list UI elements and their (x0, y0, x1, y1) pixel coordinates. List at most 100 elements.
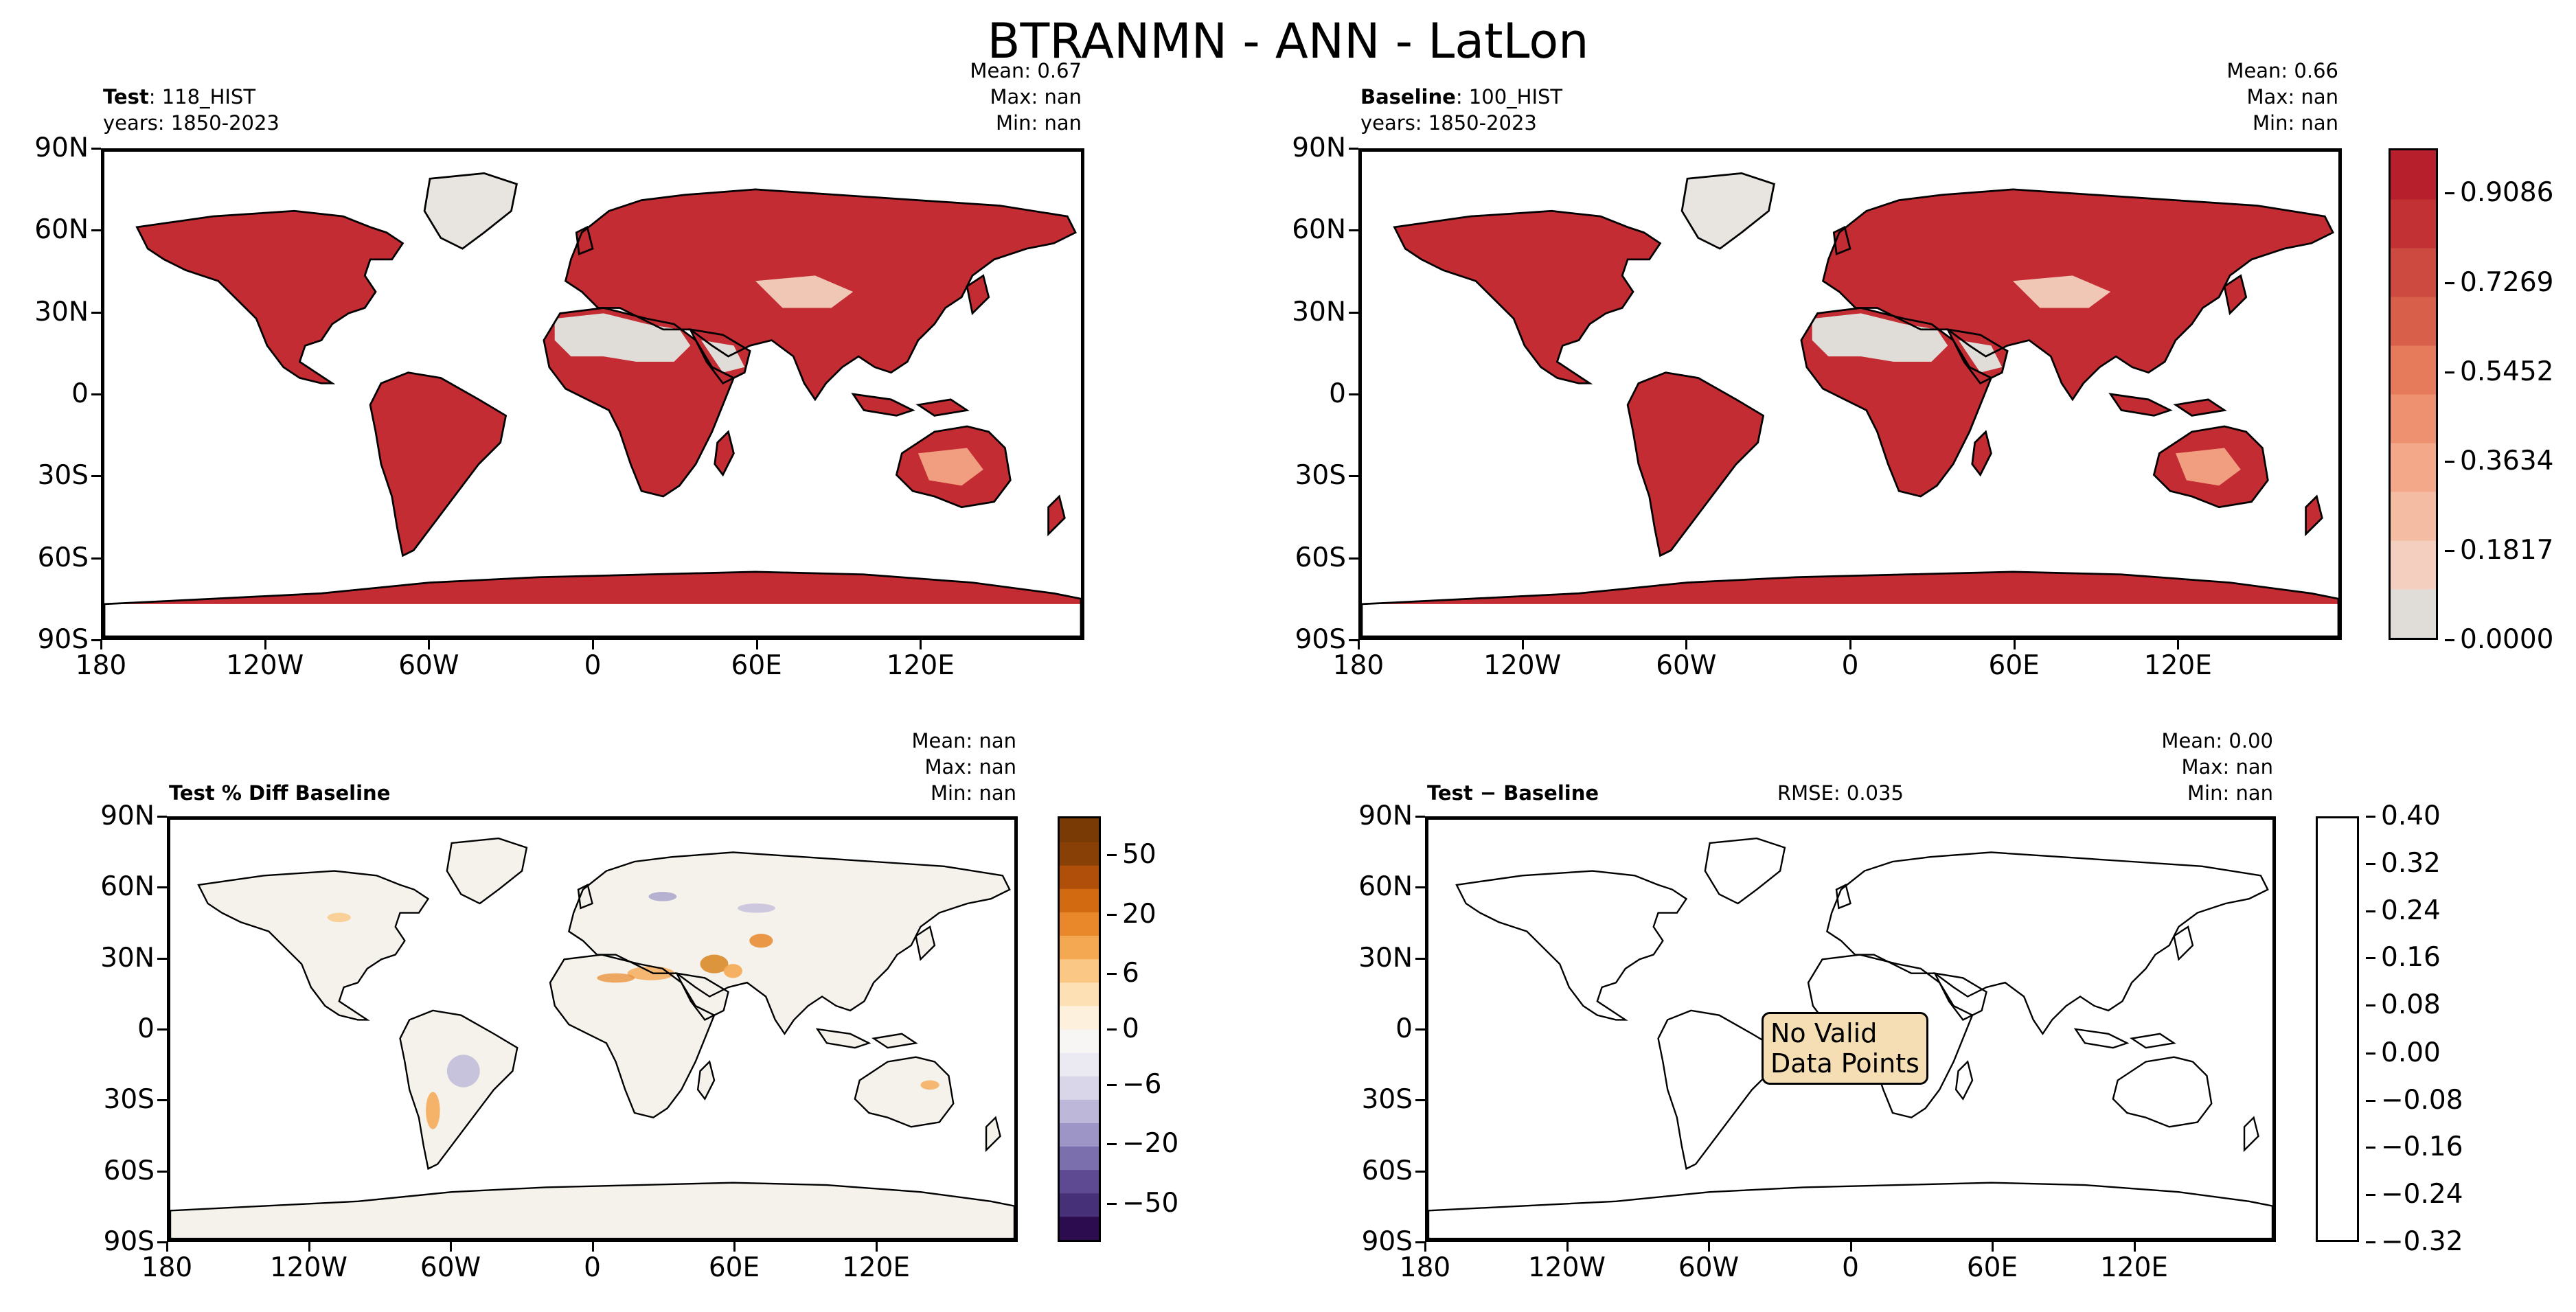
colorbar-segment (1060, 1146, 1099, 1171)
baseline-map-svg (1362, 152, 2338, 636)
test-label-rest: : 118_HIST (148, 85, 256, 108)
colorbar-segment (1060, 1052, 1099, 1077)
lat-tick-label: 90S (37, 624, 89, 655)
lon-tick-label: 60E (1988, 650, 2040, 681)
lon-tick-mark (875, 1242, 878, 1252)
pctdiff-stats: Mean: nan Max: nan Min: nan (810, 728, 1016, 806)
colorbar-tick-label: 20 (1122, 898, 1156, 930)
baseline-label-rest: : 100_HIST (1455, 85, 1563, 108)
lat-tick-label: 60N (100, 871, 155, 903)
test-stat-min: Min: nan (996, 111, 1082, 135)
figure-title: BTRANMN - ANN - LatLon (987, 13, 1589, 69)
lon-tick-label: 120W (269, 1252, 347, 1283)
lon-tick-label: 120E (841, 1252, 911, 1283)
lat-tick-mark (91, 229, 101, 232)
lat-tick-label: 90N (34, 133, 89, 163)
lon-tick-label: 0 (1842, 1252, 1859, 1283)
pctdiff-anomaly-patches (327, 892, 939, 1129)
lon-tick-label: 0 (1841, 650, 1859, 681)
lon-tick-label: 60W (1656, 650, 1717, 681)
test-stat-mean: Mean: 0.67 (970, 59, 1082, 82)
colorbar-segment (1060, 1029, 1099, 1053)
lat-tick-mark (157, 1170, 167, 1173)
baseline-label: Baseline: 100_HIST (1360, 84, 1562, 110)
lat-tick-mark (1415, 886, 1425, 889)
lat-tick-mark (1415, 1099, 1425, 1102)
colorbar-tick-mark (2366, 1194, 2375, 1197)
colorbar-tick-label: 0.24 (2381, 895, 2441, 926)
lon-tick-label: 180 (141, 1252, 193, 1283)
colorbar-tick-label: 50 (1122, 838, 1156, 870)
colorbar-tick-mark (2366, 862, 2375, 865)
lon-tick-mark (166, 1242, 168, 1252)
lon-tick-label: 120E (2143, 650, 2212, 681)
lat-tick-label: 30S (1361, 1084, 1413, 1116)
baseline-map (1358, 148, 2342, 640)
lon-tick-label: 120E (886, 650, 955, 681)
colorbar-tick-mark (1107, 913, 1117, 916)
lon-tick-label: 0 (584, 650, 602, 681)
lat-tick-label: 0 (1329, 378, 1346, 409)
pctdiff-stat-mean: Mean: nan (911, 729, 1016, 752)
colorbar-tick-label: 0.32 (2381, 847, 2441, 879)
lat-tick-mark (1415, 1170, 1425, 1173)
lat-tick-mark (91, 311, 101, 314)
lon-tick-mark (450, 1242, 452, 1252)
pctdiff-stat-min: Min: nan (931, 781, 1016, 805)
colorbar-tick-label: −50 (1122, 1188, 1179, 1219)
lat-tick-label: 60S (103, 1155, 155, 1186)
lat-tick-label: 30S (37, 460, 89, 492)
colorbar-tick-mark (2445, 639, 2454, 641)
lat-tick-label: 0 (1395, 1013, 1413, 1044)
colorbar-tick-mark (2366, 1004, 2375, 1007)
diff-stat-mean: Mean: 0.00 (2161, 729, 2273, 752)
pctdiff-map-svg (170, 820, 1014, 1239)
lon-tick-mark (100, 640, 102, 649)
lon-tick-mark (1685, 640, 1688, 649)
pctdiff-land-fill (170, 838, 1014, 1239)
colorbar-tick-label: −0.08 (2381, 1084, 2463, 1116)
colorbar-segment (2391, 150, 2436, 200)
colorbar-segment (1060, 1099, 1099, 1123)
lat-tick-mark (157, 886, 167, 889)
lon-tick-mark (920, 640, 922, 649)
lon-tick-mark (1708, 1242, 1710, 1252)
lat-tick-mark (91, 639, 101, 641)
lat-tick-label: 30S (103, 1084, 155, 1116)
colorbar-segment (1060, 1216, 1099, 1240)
lat-tick-mark (1415, 1241, 1425, 1243)
colorbar-segment (1060, 1169, 1099, 1194)
lon-tick-mark (2177, 640, 2180, 649)
colorbar-segment (1060, 1005, 1099, 1030)
lat-tick-label: 90S (1295, 624, 1346, 655)
test-stats: Mean: 0.67 Max: nan Min: nan (879, 58, 1082, 136)
colorbar-tick-mark (2445, 460, 2454, 463)
colorbar-segment (2391, 394, 2436, 444)
lon-tick-mark (591, 1242, 594, 1252)
colorbar-segment (2391, 248, 2436, 297)
colorbar-segment (1060, 865, 1099, 889)
lat-tick-label: 90N (1358, 801, 1413, 831)
lon-tick-mark (1566, 1242, 1569, 1252)
lat-tick-mark (157, 1099, 167, 1102)
colorbar-tick-label: 0 (1122, 1013, 1139, 1044)
lon-tick-mark (2013, 640, 2016, 649)
lon-tick-label: 120W (1483, 650, 1562, 681)
lat-tick-mark (157, 816, 167, 818)
colorbar-tick-mark (2445, 192, 2454, 195)
lon-tick-mark (1849, 1242, 1852, 1252)
colorbar-segment (1060, 1193, 1099, 1217)
lon-tick-label: 180 (1399, 1252, 1451, 1283)
lon-tick-mark (1358, 640, 1360, 649)
colorbar-tick-label: −0.16 (2381, 1131, 2463, 1163)
colorbar-segment (1060, 818, 1099, 842)
lon-tick-mark (1521, 640, 1524, 649)
colorbar-segment (1060, 958, 1099, 983)
lat-tick-mark (157, 1028, 167, 1031)
lon-tick-mark (428, 640, 431, 649)
lat-tick-mark (91, 148, 101, 150)
colorbar-segment (1060, 982, 1099, 1006)
diff-map: No Valid Data Points (1425, 816, 2276, 1242)
lon-tick-label: 120W (1527, 1252, 1606, 1283)
diff-label-bold: Test − Baseline (1427, 781, 1599, 805)
